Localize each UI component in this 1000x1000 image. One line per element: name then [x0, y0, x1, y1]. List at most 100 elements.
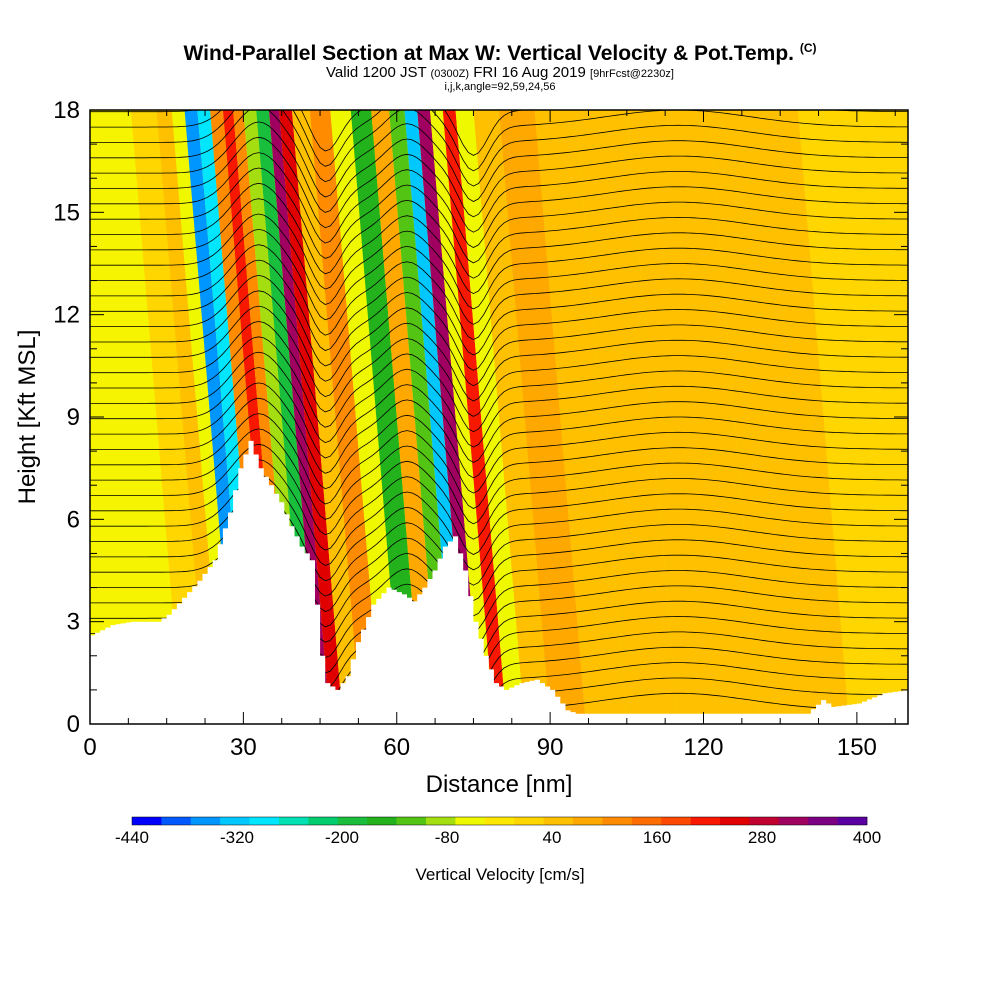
- colorbar-swatch: [720, 817, 750, 825]
- isentrope-line: [90, 443, 908, 540]
- colorbar-swatch: [220, 817, 250, 825]
- isentrope-line: [90, 459, 908, 555]
- colorbar-swatch: [602, 817, 633, 825]
- valid-time: Valid 1200 JST: [326, 64, 427, 81]
- colorbar-swatch: [514, 817, 544, 825]
- y-tick-label: 12: [53, 302, 80, 329]
- x-tick-label: 120: [683, 734, 723, 761]
- isentrope-line: [90, 198, 908, 295]
- forecast-info: [9hrFcst@2230z]: [590, 68, 674, 80]
- isentrope-line: [90, 244, 908, 341]
- velocity-band: [156, 110, 223, 724]
- velocity-band: [429, 110, 494, 724]
- isentrope-line: [90, 351, 908, 448]
- isentrope-line: [90, 367, 908, 463]
- velocity-band: [708, 110, 850, 724]
- colorbar-swatch: [837, 817, 868, 825]
- isentrope-line: [90, 290, 908, 387]
- y-tick-label: 15: [53, 199, 80, 226]
- velocity-band: [371, 110, 441, 724]
- x-tick-label: 60: [383, 734, 410, 761]
- colorbar-frame: [131, 816, 868, 826]
- y-tick-label: 9: [67, 404, 80, 431]
- isentrope-line: [90, 382, 908, 479]
- colorbar-swatch: [308, 817, 339, 825]
- velocity-band: [455, 110, 525, 724]
- terrain-mask: [90, 440, 908, 724]
- isentrope-line: [90, 489, 908, 586]
- isentrope-line: [90, 397, 908, 494]
- velocity-band: [442, 110, 507, 724]
- isentrope-line: [90, 152, 908, 248]
- colorbar-swatch: [455, 817, 486, 825]
- valid-date: FRI 16 Aug 2019: [473, 64, 586, 81]
- colorbar-swatch: [690, 817, 721, 825]
- isentrope-line: [90, 336, 908, 433]
- velocity-band: [330, 110, 402, 724]
- isentrope-line: [90, 413, 908, 509]
- chart-title: Wind-Parallel Section at Max W: Vertical…: [0, 36, 1000, 66]
- isentrope-line: [90, 121, 908, 218]
- x-tick-label: 0: [83, 734, 96, 761]
- colorbar-tick-label: -80: [435, 828, 460, 847]
- velocity-band: [534, 110, 627, 724]
- colorbar-swatch: [808, 817, 838, 825]
- velocity-band: [473, 110, 551, 724]
- x-tick-label: 30: [230, 734, 257, 761]
- colorbar-swatch: [190, 817, 221, 825]
- x-tick-label: 150: [837, 734, 877, 761]
- colorbar-swatch: [367, 817, 397, 825]
- velocity-band: [350, 110, 423, 724]
- velocity-band: [798, 110, 908, 724]
- isentrope-line: [90, 474, 908, 571]
- colorbar-tick-label: 160: [643, 828, 671, 847]
- colorbar-swatch: [337, 817, 368, 825]
- isentrope-line: [90, 321, 908, 417]
- copyright-mark: (C): [799, 41, 817, 55]
- colorbar-swatch: [396, 817, 427, 825]
- isentrope-line: [90, 110, 908, 172]
- colorbar-tick-label: 40: [543, 828, 562, 847]
- colorbar-tick-label: -440: [115, 828, 149, 847]
- isentrope-line: [90, 136, 908, 233]
- isentrope-line: [90, 213, 908, 310]
- y-axis-label: Height [Kft MSL]: [14, 330, 41, 505]
- colorbar-swatch: [749, 817, 780, 825]
- velocity-band: [130, 110, 208, 724]
- colorbar-swatch: [543, 817, 574, 825]
- isentrope-line: [90, 167, 908, 264]
- velocity-band: [575, 110, 678, 724]
- y-tick-label: 3: [67, 609, 80, 636]
- colorbar-swatch: [279, 817, 309, 825]
- chart-subtitle: Valid 1200 JST (0300Z) FRI 16 Aug 2019 […: [0, 64, 1000, 81]
- colorbar-swatch: [249, 817, 280, 825]
- colorbar-swatch: [573, 817, 603, 825]
- x-axis-label: Distance [nm]: [426, 771, 573, 798]
- colorbar-tick-label: -320: [220, 828, 254, 847]
- isentrope-line: [90, 259, 908, 356]
- isentrope-line: [90, 182, 908, 279]
- isentrope-contours: [90, 110, 908, 724]
- y-axis: 0 3 6 9 12 15 18: [53, 97, 908, 738]
- colorbar-swatch: [426, 817, 456, 825]
- isentrope-line: [90, 274, 908, 371]
- colorbar-label: Vertical Velocity [cm/s]: [415, 865, 584, 884]
- isentrope-line: [90, 110, 908, 187]
- colorbar-tick-label: 280: [748, 828, 776, 847]
- x-tick-label: 90: [537, 734, 564, 761]
- isentrope-line: [90, 228, 908, 325]
- colorbar-swatch: [778, 817, 809, 825]
- isentrope-line: [90, 428, 908, 525]
- colorbar-tick-labels: -440 -320 -200 -80 40 160 280 400: [115, 828, 881, 847]
- y-tick-label: 6: [67, 506, 80, 533]
- colorbar-swatch: [132, 817, 162, 825]
- colorbar-swatch: [631, 817, 662, 825]
- colorbar-swatch: [661, 817, 691, 825]
- grid-indices: i,j,k,angle=92,59,24,56: [444, 81, 556, 93]
- y-tick-label: 0: [67, 711, 80, 738]
- valid-utc: (0300Z): [430, 68, 470, 80]
- chart-title-block: Wind-Parallel Section at Max W: Vertical…: [0, 36, 1000, 93]
- y-tick-label: 18: [53, 97, 80, 124]
- colorbar-tick-label: -200: [325, 828, 359, 847]
